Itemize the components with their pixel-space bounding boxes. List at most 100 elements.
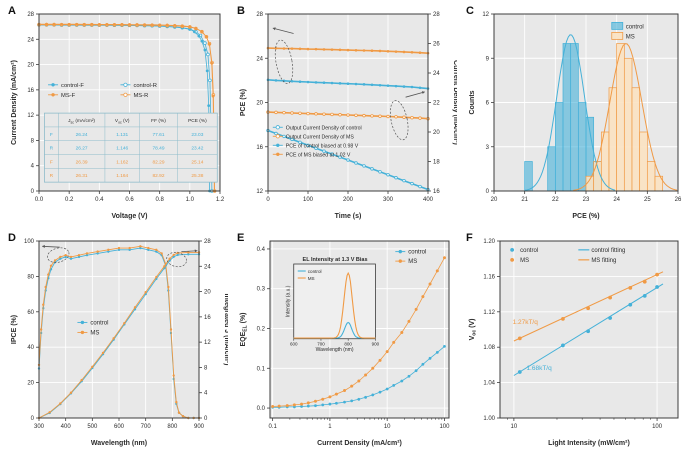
svg-text:Counts: Counts: [469, 90, 476, 114]
legend: Output Current Density of control Output …: [272, 125, 362, 158]
svg-text:MS: MS: [408, 259, 417, 265]
svg-text:10: 10: [384, 424, 391, 430]
svg-text:Current Density (mA/cm²): Current Density (mA/cm²): [317, 440, 402, 447]
svg-text:300: 300: [34, 424, 45, 430]
legend: control control fitting MS MS fitting: [510, 248, 625, 264]
svg-text:0.3: 0.3: [257, 287, 266, 293]
panel-e: E 0.1 1 10 100 0.0 0.1 0.2 0.3 0.4 Current Densit…: [237, 232, 457, 450]
svg-text:R: R: [50, 146, 54, 152]
svg-text:0.0: 0.0: [257, 406, 266, 412]
svg-text:18: 18: [433, 160, 440, 166]
svg-text:77.61: 77.61: [153, 132, 165, 138]
svg-text:0.1: 0.1: [268, 424, 277, 430]
svg-text:40: 40: [27, 345, 34, 351]
panel-a-chart: 0.0 0.2 0.4 0.6 0.8 1.0 1.2 0 4 8 12 16 20 24 28 Voltag…: [8, 8, 228, 223]
fit-curve-ms-fit: [573, 43, 677, 191]
svg-text:600: 600: [290, 342, 298, 347]
plot-frame: [269, 240, 450, 419]
svg-text:24: 24: [27, 37, 34, 43]
chart-d-svg: 300 400 500 600 700 800 900 0 20 40 60 80 100 0 4 8 12 16…: [11, 239, 230, 447]
axes: 0.0 0.2 0.4 0.6 0.8 1.0 1.2 0 4 8 12 16 20 24 28 Voltag…: [11, 12, 225, 220]
panel-c: C 20 21 22 23 24 25 26 0 3 6 9 12 PCE (%) Counts contr…: [466, 5, 686, 223]
svg-text:control: control: [308, 269, 322, 274]
svg-text:20: 20: [433, 130, 440, 136]
svg-text:1.27kT/q: 1.27kT/q: [513, 319, 539, 326]
svg-text:10: 10: [511, 424, 518, 430]
svg-text:82.29: 82.29: [153, 159, 165, 165]
plot-frame: [499, 240, 679, 419]
svg-text:20: 20: [204, 290, 211, 296]
svg-text:800: 800: [167, 424, 178, 430]
svg-text:400: 400: [61, 424, 72, 430]
svg-text:1.12: 1.12: [483, 310, 495, 316]
inset-table: Jsc (mA/cm²) Voc (V) FF (%) PCE (%) F 26.24 1.…: [44, 112, 218, 183]
svg-text:4: 4: [204, 391, 208, 397]
svg-text:0: 0: [486, 189, 490, 195]
series-pce-ms: [266, 46, 430, 55]
chart-c-svg: 20 21 22 23 24 25 26 0 3 6 9 12 PCE (%) Counts control…: [469, 12, 682, 220]
inset-curve-ms: [293, 271, 376, 339]
svg-text:700: 700: [141, 424, 152, 430]
svg-text:28: 28: [27, 12, 34, 18]
legend: control-F control-R MS-F MS-R: [48, 82, 157, 99]
svg-text:16: 16: [256, 145, 263, 151]
inset-chart: EL Intensity at 1.3 V Bias 600 700 800 900 Wa…: [286, 257, 380, 353]
svg-text:78.49: 78.49: [153, 146, 165, 152]
svg-text:control: control: [520, 248, 538, 254]
svg-text:12: 12: [256, 189, 263, 195]
chart-e-svg: 0.1 1 10 100 0.0 0.1 0.2 0.3 0.4 Current Density …: [240, 240, 450, 447]
series-control: [517, 285, 659, 374]
panel-c-label: C: [466, 5, 474, 17]
svg-text:1.68kT/q: 1.68kT/q: [526, 365, 552, 372]
svg-text:28: 28: [204, 239, 211, 245]
svg-text:16: 16: [433, 189, 440, 195]
svg-text:PCE of MS biased at 1.02 V: PCE of MS biased at 1.02 V: [286, 152, 351, 158]
svg-text:Light Intensity (mW/cm²): Light Intensity (mW/cm²): [548, 440, 630, 447]
svg-text:0: 0: [31, 416, 35, 422]
svg-text:Time (s): Time (s): [335, 213, 362, 220]
svg-text:control: control: [90, 320, 108, 326]
panel-f-label: F: [466, 232, 473, 244]
svg-text:MS fitting: MS fitting: [591, 258, 616, 264]
svg-text:22: 22: [433, 101, 440, 107]
svg-text:0.1: 0.1: [257, 366, 266, 372]
svg-text:0.2: 0.2: [257, 327, 266, 333]
svg-text:12: 12: [482, 12, 489, 18]
svg-text:MS: MS: [90, 330, 99, 336]
svg-text:0.8: 0.8: [155, 197, 164, 203]
legend: control MS: [77, 320, 108, 336]
svg-text:MS-R: MS-R: [133, 93, 148, 99]
svg-text:F: F: [50, 132, 53, 138]
svg-text:F: F: [50, 159, 53, 165]
svg-text:26.39: 26.39: [76, 159, 88, 165]
svg-text:20: 20: [27, 63, 34, 69]
panel-d-label: D: [8, 232, 16, 244]
svg-text:23: 23: [583, 197, 590, 203]
svg-text:24: 24: [256, 56, 263, 62]
svg-text:21: 21: [521, 197, 528, 203]
svg-text:1.16: 1.16: [483, 274, 495, 280]
svg-text:PCE (%): PCE (%): [240, 89, 247, 116]
svg-text:23.03: 23.03: [191, 132, 203, 138]
svg-text:25.38: 25.38: [191, 173, 203, 179]
svg-text:Intensity (a.u.): Intensity (a.u.): [286, 285, 292, 317]
svg-text:Current Density (mA/cm²): Current Density (mA/cm²): [452, 60, 457, 145]
chart-b-svg: 0 100 200 300 400 12 16 20 24 28 16 18 20 22 24 26 28 Tim…: [240, 12, 459, 220]
svg-text:1.164: 1.164: [116, 173, 128, 179]
svg-text:4: 4: [31, 164, 35, 170]
svg-text:26.31: 26.31: [76, 173, 88, 179]
annotation-arrow: [405, 91, 425, 98]
svg-text:control: control: [408, 250, 426, 256]
axes: 300 400 500 600 700 800 900 0 20 40 60 80 100 0 4 8 12 16…: [11, 239, 230, 447]
svg-text:0.4: 0.4: [257, 247, 266, 253]
svg-text:9: 9: [486, 56, 490, 62]
svg-text:600: 600: [114, 424, 125, 430]
svg-text:PCE (%): PCE (%): [188, 118, 207, 124]
svg-text:1.04: 1.04: [483, 381, 495, 387]
axes: 10 100 1.00 1.04 1.08 1.12 1.16 1.20 Light Inten…: [469, 239, 663, 447]
svg-text:60: 60: [27, 310, 34, 316]
svg-text:20: 20: [256, 101, 263, 107]
svg-text:200: 200: [343, 197, 354, 203]
svg-text:400: 400: [423, 197, 434, 203]
svg-text:IPCE (%): IPCE (%): [11, 315, 18, 344]
